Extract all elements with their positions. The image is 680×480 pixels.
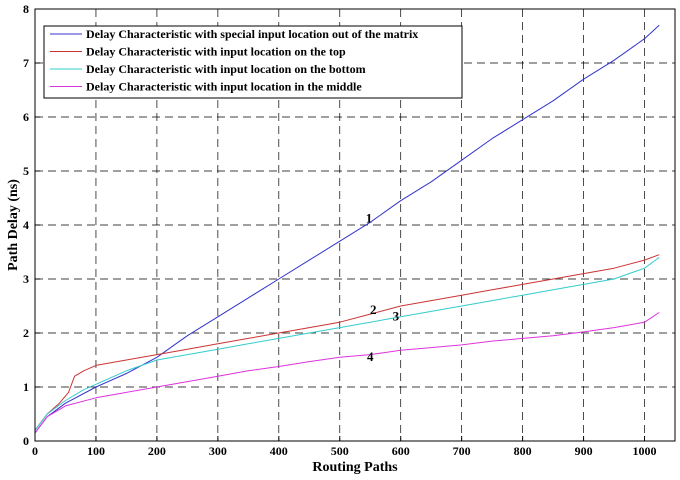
curve-number-label: 3: [393, 309, 400, 324]
x-tick-label: 500: [331, 444, 349, 458]
x-tick-label: 1000: [633, 444, 657, 458]
y-tick-label: 3: [23, 272, 29, 286]
x-tick-label: 200: [148, 444, 166, 458]
series-line-1: [34, 24, 660, 434]
x-tick-label: 600: [392, 444, 410, 458]
y-tick-label: 5: [23, 164, 29, 178]
y-tick-label: 4: [23, 218, 29, 232]
x-tick-label: 800: [514, 444, 532, 458]
y-tick-label: 0: [23, 434, 29, 448]
y-tick-label: 2: [23, 326, 29, 340]
x-tick-label: 700: [453, 444, 471, 458]
legend-label: Delay Characteristic with special input …: [86, 27, 418, 41]
y-tick-label: 6: [23, 110, 29, 124]
x-axis-label: Routing Paths: [312, 460, 398, 475]
y-axis-label: Path Delay (ns): [6, 179, 21, 271]
legend-box: [43, 25, 463, 99]
y-tick-label: 1: [23, 380, 29, 394]
x-tick-label: 900: [575, 444, 593, 458]
y-tick-label: 8: [23, 2, 29, 16]
legend-label: Delay Characteristic with input location…: [86, 45, 346, 59]
annotations: 1 2 3 4: [366, 210, 400, 364]
ticks: 0 100 200 300 400 500 600 700 800 900 1000 0 1 2 3 4 5 6 7…: [23, 2, 657, 458]
x-tick-label: 0: [32, 444, 38, 458]
y-tick-label: 7: [23, 56, 29, 70]
x-tick-label: 300: [209, 444, 227, 458]
x-tick-label: 400: [270, 444, 288, 458]
legend-label: Delay Characteristic with input location…: [86, 62, 366, 76]
series-line-4: [34, 312, 660, 434]
legend: Delay Characteristic with special input …: [43, 25, 463, 99]
series-line-2: [34, 254, 660, 431]
curve-number-label: 1: [366, 210, 373, 225]
series-line-3: [34, 256, 660, 431]
legend-label: Delay Characteristic with input location…: [86, 80, 362, 94]
curve-number-label: 2: [370, 302, 377, 317]
x-tick-label: 100: [87, 444, 105, 458]
curve-number-label: 4: [367, 349, 374, 364]
series-group: [34, 24, 660, 434]
